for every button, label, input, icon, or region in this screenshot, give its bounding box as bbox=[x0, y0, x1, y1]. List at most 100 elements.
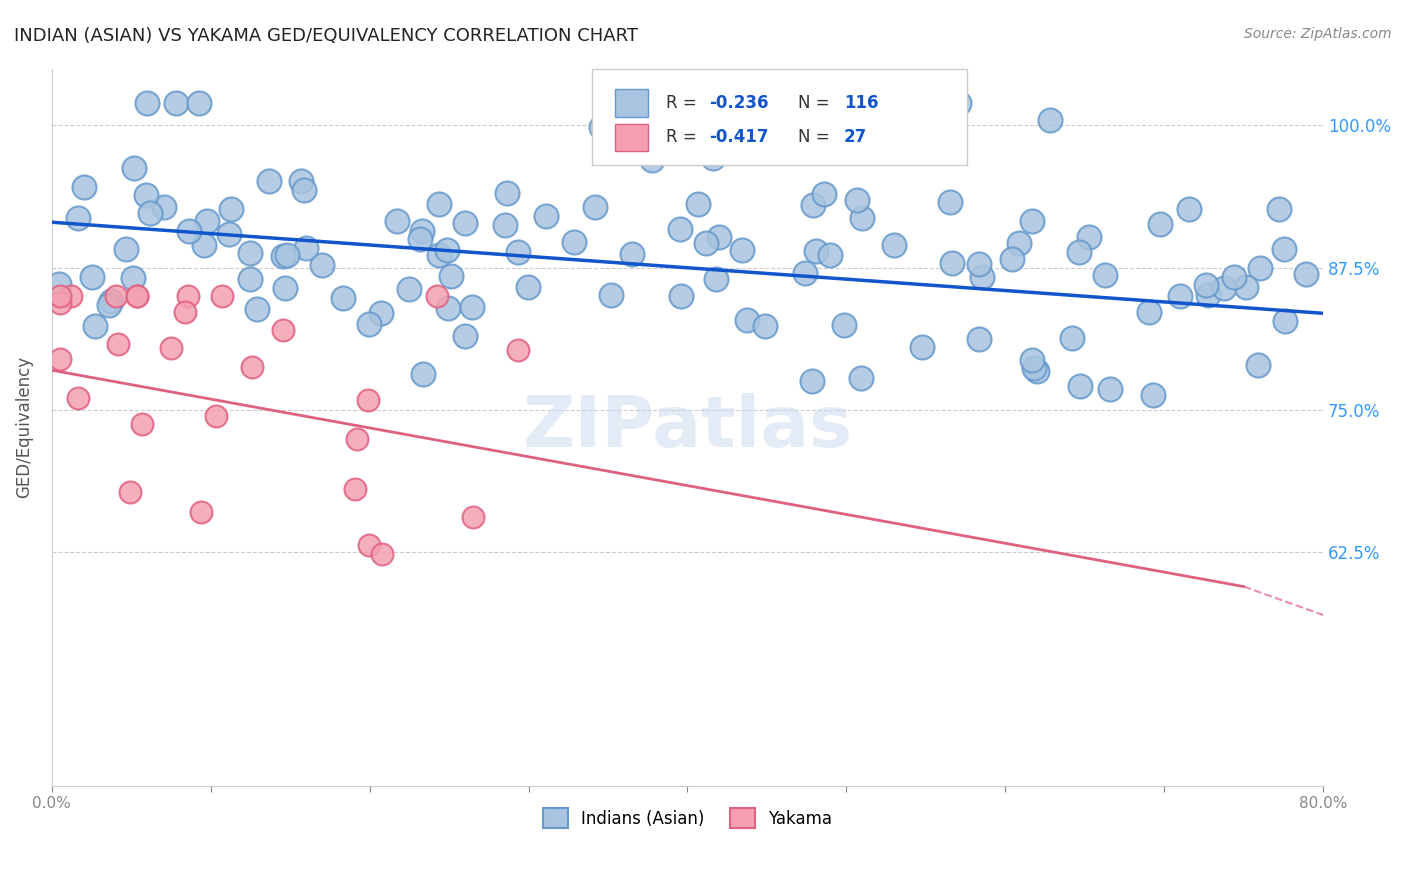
Point bbox=[426, 289, 449, 303]
Point bbox=[851, 211, 873, 225]
Point bbox=[412, 368, 434, 382]
Point bbox=[211, 289, 233, 303]
Point bbox=[177, 289, 200, 303]
Point bbox=[1008, 236, 1031, 251]
Point bbox=[48, 296, 70, 310]
Point bbox=[1149, 217, 1171, 231]
Point bbox=[120, 484, 142, 499]
Point bbox=[135, 188, 157, 202]
Text: -0.236: -0.236 bbox=[709, 94, 769, 112]
Point bbox=[1060, 331, 1083, 345]
Point bbox=[969, 257, 991, 271]
Point bbox=[506, 244, 529, 259]
Point bbox=[496, 186, 519, 200]
Point bbox=[100, 293, 122, 308]
Point bbox=[357, 392, 380, 407]
Point bbox=[343, 482, 366, 496]
Point bbox=[246, 302, 269, 317]
Point bbox=[153, 200, 176, 214]
Text: N =: N = bbox=[799, 128, 835, 146]
Point bbox=[271, 250, 294, 264]
Point bbox=[1077, 230, 1099, 244]
Point bbox=[160, 341, 183, 355]
Point bbox=[641, 153, 664, 168]
Y-axis label: GED/Equivalency: GED/Equivalency bbox=[15, 356, 32, 499]
Point bbox=[668, 221, 690, 235]
Point bbox=[1194, 277, 1216, 292]
Point bbox=[1274, 314, 1296, 328]
Point bbox=[357, 318, 380, 332]
Point bbox=[73, 179, 96, 194]
Text: Source: ZipAtlas.com: Source: ZipAtlas.com bbox=[1244, 27, 1392, 41]
Point bbox=[620, 247, 643, 261]
Point bbox=[1021, 214, 1043, 228]
Point bbox=[385, 214, 408, 228]
Point bbox=[98, 298, 121, 312]
Point bbox=[494, 219, 516, 233]
Point bbox=[832, 318, 855, 332]
Point bbox=[427, 248, 450, 262]
Point bbox=[188, 95, 211, 110]
Point bbox=[1212, 281, 1234, 295]
Point bbox=[794, 266, 817, 280]
Point bbox=[1039, 112, 1062, 127]
Point bbox=[332, 291, 354, 305]
Point bbox=[704, 272, 727, 286]
Point bbox=[688, 197, 710, 211]
Point bbox=[1168, 289, 1191, 303]
Point bbox=[292, 183, 315, 197]
Point bbox=[205, 409, 228, 423]
Point bbox=[114, 242, 136, 256]
Point bbox=[671, 289, 693, 303]
Point bbox=[125, 289, 148, 303]
Point bbox=[818, 247, 841, 261]
Point bbox=[1142, 388, 1164, 402]
Point bbox=[138, 206, 160, 220]
Point bbox=[66, 211, 89, 225]
Text: N =: N = bbox=[799, 94, 835, 112]
Point bbox=[193, 238, 215, 252]
Point bbox=[461, 509, 484, 524]
Point bbox=[370, 306, 392, 320]
Point bbox=[534, 209, 557, 223]
Point bbox=[125, 289, 148, 303]
Point bbox=[1234, 279, 1257, 293]
Point bbox=[59, 289, 82, 303]
Point bbox=[440, 268, 463, 283]
Point bbox=[427, 197, 450, 211]
Point bbox=[66, 391, 89, 405]
Point bbox=[454, 216, 477, 230]
Point bbox=[239, 246, 262, 260]
Point bbox=[972, 269, 994, 284]
Point bbox=[1026, 364, 1049, 378]
Point bbox=[173, 305, 195, 319]
Point bbox=[357, 538, 380, 552]
Text: 116: 116 bbox=[844, 94, 879, 112]
Point bbox=[124, 161, 146, 176]
Point bbox=[1274, 242, 1296, 256]
Point bbox=[177, 224, 200, 238]
Point bbox=[1197, 287, 1219, 301]
Point bbox=[948, 95, 970, 110]
Point bbox=[290, 174, 312, 188]
Point bbox=[274, 281, 297, 295]
Point bbox=[190, 505, 212, 519]
Point bbox=[735, 313, 758, 327]
Point bbox=[1222, 269, 1244, 284]
Point bbox=[48, 351, 70, 366]
Point bbox=[1094, 268, 1116, 282]
Point bbox=[1295, 267, 1317, 281]
Point bbox=[849, 371, 872, 385]
Point bbox=[346, 432, 368, 446]
Point bbox=[398, 282, 420, 296]
Text: 27: 27 bbox=[844, 128, 868, 146]
Point bbox=[589, 120, 612, 134]
Point bbox=[1249, 261, 1271, 276]
Point bbox=[218, 227, 240, 242]
Point bbox=[195, 214, 218, 228]
Point bbox=[370, 547, 392, 561]
Legend: Indians (Asian), Yakama: Indians (Asian), Yakama bbox=[536, 801, 838, 835]
Point bbox=[1021, 352, 1043, 367]
Point bbox=[516, 280, 538, 294]
Point bbox=[276, 248, 298, 262]
